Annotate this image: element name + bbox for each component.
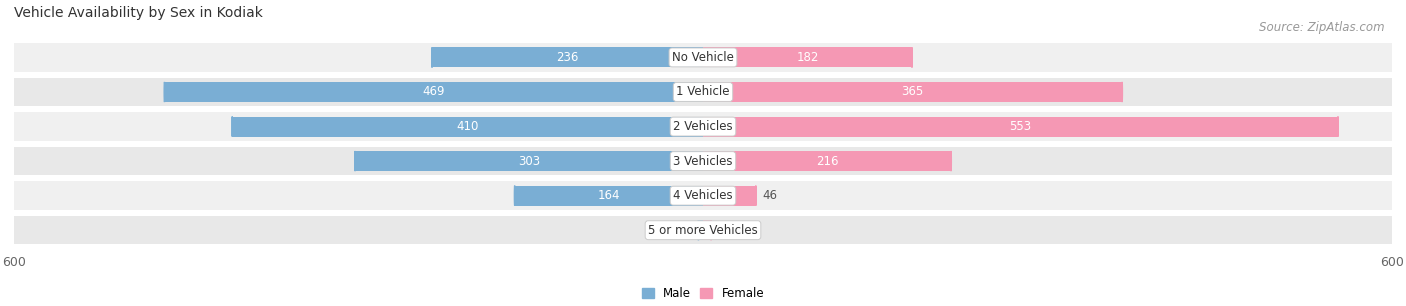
Text: 236: 236 <box>557 51 579 64</box>
Bar <box>432 47 703 67</box>
Text: 469: 469 <box>422 85 444 99</box>
Text: No Vehicle: No Vehicle <box>672 51 734 64</box>
Text: 365: 365 <box>901 85 924 99</box>
Bar <box>703 220 711 240</box>
Bar <box>14 147 1392 175</box>
Bar <box>515 186 703 206</box>
Bar <box>14 78 1392 106</box>
Bar <box>356 151 703 171</box>
Text: 7: 7 <box>718 224 725 237</box>
Bar <box>703 117 1339 136</box>
Text: 216: 216 <box>815 155 838 168</box>
Legend: Male, Female: Male, Female <box>637 282 769 305</box>
Bar <box>14 216 1392 244</box>
Text: Vehicle Availability by Sex in Kodiak: Vehicle Availability by Sex in Kodiak <box>14 6 263 20</box>
Bar <box>165 82 703 102</box>
Bar <box>703 47 912 67</box>
Bar <box>14 181 1392 210</box>
Text: 1 Vehicle: 1 Vehicle <box>676 85 730 99</box>
Text: 4 Vehicles: 4 Vehicles <box>673 189 733 202</box>
Bar <box>703 186 756 206</box>
Text: Source: ZipAtlas.com: Source: ZipAtlas.com <box>1260 21 1385 34</box>
Text: 2 Vehicles: 2 Vehicles <box>673 120 733 133</box>
Text: 4: 4 <box>683 224 692 237</box>
Bar <box>703 151 950 171</box>
Text: 5 or more Vehicles: 5 or more Vehicles <box>648 224 758 237</box>
Text: 410: 410 <box>457 120 479 133</box>
Text: 164: 164 <box>598 189 620 202</box>
Bar <box>703 82 1122 102</box>
Bar <box>699 220 703 240</box>
Text: 3 Vehicles: 3 Vehicles <box>673 155 733 168</box>
Text: 46: 46 <box>762 189 778 202</box>
Bar <box>14 43 1392 72</box>
Text: 182: 182 <box>796 51 818 64</box>
Bar <box>14 112 1392 141</box>
Text: 553: 553 <box>1010 120 1032 133</box>
Text: 303: 303 <box>517 155 540 168</box>
Bar <box>232 117 703 136</box>
